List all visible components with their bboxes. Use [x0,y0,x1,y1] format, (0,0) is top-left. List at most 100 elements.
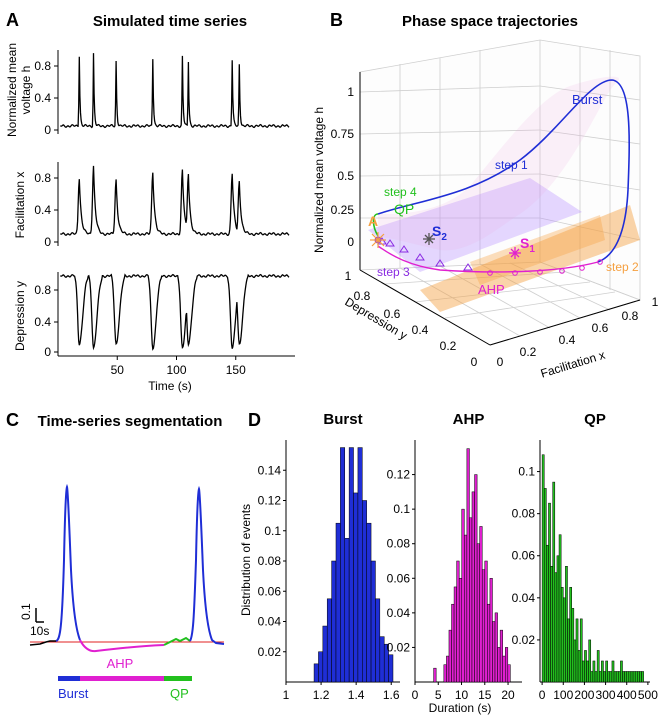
d-burst-ytick-label: 0.1 [264,524,281,538]
d-ahp-bar [484,560,488,683]
d-xlabel: Duration (s) [429,701,492,715]
b-marker-circle [537,269,543,275]
b-ahp-trajectory [377,245,599,273]
a-facilitation-ylabel: Facilitation x [13,172,27,239]
b-label-a: A [368,213,378,229]
a-depression-axes: 0.8 0.4 0 Depression y 50 100 150 Time (s) [13,272,295,393]
d-qp-bar [632,671,636,683]
b-grid-line [539,217,641,241]
panel-a-title: Simulated time series [93,13,247,30]
b-label-s2-sub: 2 [441,232,447,243]
b-label-step3: step 3 [377,265,410,279]
a-depression-ylabel: Depression y [13,281,27,351]
d-histogram-ahp: AHP 0.02 0.04 0.06 0.08 0.1 0.12 0 5 10 15 20 [387,411,522,702]
d-qp-bar [622,671,625,683]
b-label-s1-main: S [520,235,529,251]
d-qp-xtick-label: 500 [638,688,658,702]
b-marker-circle [559,268,565,274]
c-trace-qp [163,636,191,646]
b-marker-circle [579,265,585,271]
d-qp-bar [637,671,640,683]
d-qp-xtick-label: 100 [553,688,573,702]
d-burst-bar [348,447,354,683]
b-marker-triangle [435,259,445,267]
b-axes [359,72,641,346]
b-x-ticks: 0 0.2 0.4 0.6 0.8 1 [497,295,659,369]
a-voltage-ytick-label: 0.4 [34,91,51,105]
c-seg-burst [58,676,80,681]
d-qp-bar [592,660,596,683]
d-qp-bar [596,650,600,683]
d-qp-bar [590,671,594,683]
d-ahp-xtick-label: 0 [412,688,419,702]
b-floor-line [414,281,591,303]
a-xtick-label: 50 [111,363,125,377]
b-ztick: 0 [347,235,354,249]
d-qp-title: QP [584,411,606,428]
d-ahp-xtick-label: 5 [435,688,442,702]
d-qp-bar [552,481,556,683]
d-burst-ytick-label: 0.06 [258,584,282,598]
b-xtick: 1 [652,295,659,309]
c-scale-v-label: 0.1 [19,603,33,620]
d-qp-xtick-label: 0 [539,688,546,702]
d-ahp-bar [502,655,506,683]
d-qp-bar [554,572,558,683]
d-burst-bar [357,447,363,683]
d-ahp-bar [433,667,437,683]
d-burst-bar [370,560,376,683]
d-ahp-bar [456,560,460,683]
c-trace-pre [29,640,56,646]
b-ytick: 0.2 [440,339,457,353]
b-orange-plane [420,205,640,312]
d-ahp-bar [446,655,450,683]
d-burst-bar [340,447,346,683]
d-qp-bar [543,488,547,683]
d-qp-bar [550,566,553,683]
b-marker-circle [597,259,603,265]
b-ahp-markers [487,259,603,276]
b-burst-trajectory [377,79,630,263]
d-burst-bar [335,522,341,683]
d-qp-bar [601,660,604,683]
d-burst-bar [366,522,372,683]
b-floor-line [399,267,521,337]
d-qp-bar [618,671,621,683]
c-scale-t-label: 10s [30,624,49,638]
d-qp-bar [584,650,587,683]
d-qp-bar [541,454,545,683]
d-ahp-xtick-label: 20 [501,688,515,702]
d-ahp-bar [487,603,491,683]
d-burst-ytick-label: 0.14 [258,463,282,477]
d-ahp-bar [497,647,501,683]
d-ahp-bar [489,578,493,683]
c-seg-qp [164,676,192,681]
d-ahp-bar [471,491,475,683]
b-label-step2: step 2 [606,260,639,274]
b-grid-line [539,173,641,191]
d-burst-bar [318,651,324,683]
c-trace-ahp [79,639,165,653]
a-xtick-label: 150 [226,363,246,377]
a-voltage-ylabel-line1: Normalized mean [5,43,19,137]
b-s2-star [423,233,435,245]
b-ztick: 0.75 [331,127,355,141]
b-marker-triangle [463,263,473,271]
b-a-star [370,232,386,248]
d-ahp-bar [507,664,511,683]
d-qp-ytick-label: 0.1 [518,465,535,479]
panel-a-letter: A [6,10,19,30]
d-burst-bar [322,625,328,683]
a-facilitation-ytick-label: 0.4 [34,203,51,217]
b-floor-line [439,265,551,329]
d-qp-bar [594,671,598,683]
d-ahp-bar [469,517,473,683]
d-burst-xtick-label: 1.6 [383,688,400,702]
a-facilitation-ytick-label: 0 [44,235,51,249]
d-ahp-bar [474,474,478,683]
c-seg-ahp [80,676,164,681]
b-label-step1: step 1 [495,158,528,172]
d-burst-bar [388,654,394,683]
d-ahp-ytick-label: 0.08 [387,537,411,551]
d-burst-bar [375,598,381,683]
